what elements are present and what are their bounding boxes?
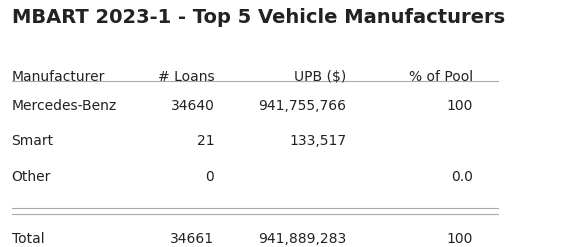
Text: % of Pool: % of Pool [409,70,473,83]
Text: Other: Other [11,170,51,184]
Text: # Loans: # Loans [158,70,214,83]
Text: 941,889,283: 941,889,283 [258,232,346,246]
Text: MBART 2023-1 - Top 5 Vehicle Manufacturers: MBART 2023-1 - Top 5 Vehicle Manufacture… [11,8,504,27]
Text: 0.0: 0.0 [451,170,473,184]
Text: Smart: Smart [11,134,54,148]
Text: Total: Total [11,232,44,246]
Text: UPB ($): UPB ($) [294,70,346,83]
Text: 941,755,766: 941,755,766 [258,99,346,113]
Text: Manufacturer: Manufacturer [11,70,105,83]
Text: 133,517: 133,517 [289,134,346,148]
Text: 100: 100 [446,232,473,246]
Text: Mercedes-Benz: Mercedes-Benz [11,99,117,113]
Text: 34640: 34640 [170,99,214,113]
Text: 100: 100 [446,99,473,113]
Text: 0: 0 [206,170,214,184]
Text: 34661: 34661 [170,232,214,246]
Text: 21: 21 [197,134,214,148]
